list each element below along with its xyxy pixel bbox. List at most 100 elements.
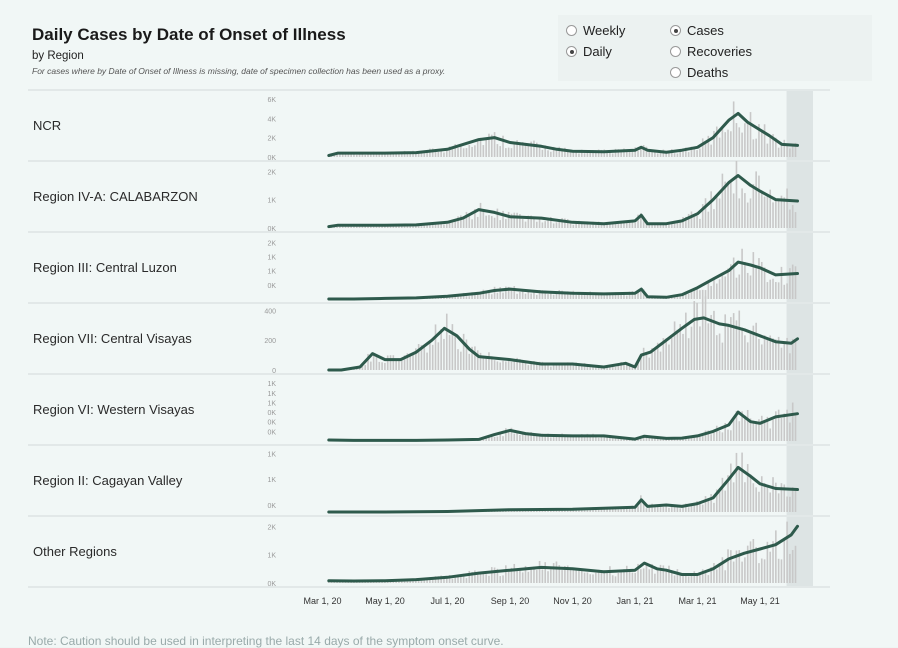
daily-bar xyxy=(693,217,695,228)
daily-bar xyxy=(570,569,572,583)
daily-bar xyxy=(620,509,622,512)
y-tick-label: 0K xyxy=(267,503,276,510)
daily-bar xyxy=(727,325,729,370)
daily-bar xyxy=(556,561,558,583)
daily-bar xyxy=(789,554,791,583)
daily-bar xyxy=(505,361,507,370)
daily-bar xyxy=(370,362,372,370)
daily-bar xyxy=(781,145,783,157)
daily-bar xyxy=(688,152,690,157)
moving-average-line xyxy=(329,412,798,440)
daily-bar xyxy=(570,295,572,299)
daily-bar xyxy=(753,139,755,157)
daily-bar xyxy=(477,350,479,370)
daily-bar xyxy=(485,216,487,228)
daily-bar xyxy=(705,296,707,370)
y-tick-label: 1K xyxy=(267,400,276,407)
daily-bar xyxy=(716,284,718,299)
daily-bar xyxy=(783,285,785,299)
daily-bar xyxy=(761,476,763,512)
daily-bar xyxy=(738,470,740,512)
daily-bar xyxy=(786,522,788,583)
daily-bar xyxy=(474,346,476,370)
daily-bar xyxy=(452,222,454,228)
y-tick-label: 1K xyxy=(267,477,276,484)
daily-bar xyxy=(691,211,693,228)
daily-bar xyxy=(609,509,611,512)
daily-bar xyxy=(530,294,532,299)
daily-bar xyxy=(454,336,456,370)
daily-bar xyxy=(491,567,493,583)
daily-bar xyxy=(758,339,760,370)
daily-bar xyxy=(651,225,653,228)
daily-bar xyxy=(648,508,650,512)
daily-bar xyxy=(483,357,485,370)
daily-bar xyxy=(786,188,788,228)
daily-bar xyxy=(376,357,378,370)
daily-bar xyxy=(423,153,425,157)
daily-bar xyxy=(716,335,718,370)
daily-bar xyxy=(440,224,442,228)
daily-bar xyxy=(589,225,591,228)
daily-bar xyxy=(708,501,710,512)
daily-bar xyxy=(660,225,662,228)
daily-bar xyxy=(699,437,701,441)
daily-bar xyxy=(556,222,558,228)
daily-bar xyxy=(657,153,659,157)
daily-bar xyxy=(513,213,515,228)
daily-bar xyxy=(646,508,648,512)
daily-bar xyxy=(663,507,665,512)
daily-bar xyxy=(516,213,518,228)
daily-bar xyxy=(612,575,614,583)
daily-bar xyxy=(665,153,667,157)
daily-bar xyxy=(525,434,527,441)
daily-bar xyxy=(755,487,757,512)
daily-bar xyxy=(550,152,552,157)
daily-bar xyxy=(781,267,783,299)
daily-bar xyxy=(769,552,771,583)
daily-bar xyxy=(674,575,676,583)
daily-bar xyxy=(750,334,752,370)
daily-bar xyxy=(589,574,591,583)
daily-bar xyxy=(589,367,591,370)
daily-bar xyxy=(651,438,653,441)
daily-bar xyxy=(522,219,524,228)
daily-bar xyxy=(618,509,620,512)
daily-bar xyxy=(786,145,788,157)
daily-bar xyxy=(395,361,397,370)
daily-bar xyxy=(736,123,738,157)
daily-bar xyxy=(384,363,386,370)
daily-bar xyxy=(516,570,518,583)
daily-bar xyxy=(494,132,496,157)
daily-bar xyxy=(485,357,487,370)
daily-bar xyxy=(584,153,586,157)
daily-bar xyxy=(764,559,766,583)
daily-bar xyxy=(519,435,521,441)
daily-bar xyxy=(761,193,763,228)
daily-bar xyxy=(660,565,662,583)
daily-bar xyxy=(789,497,791,512)
daily-bar xyxy=(423,347,425,370)
y-tick-label: 2K xyxy=(267,240,276,247)
y-tick-label: 1K xyxy=(267,553,276,560)
daily-bar xyxy=(544,221,546,228)
daily-bar xyxy=(463,148,465,157)
daily-bar xyxy=(598,510,600,512)
daily-bar xyxy=(485,138,487,157)
daily-bar xyxy=(693,301,695,370)
daily-bar xyxy=(753,539,755,583)
daily-bar xyxy=(573,225,575,228)
daily-bar xyxy=(373,354,375,370)
daily-bar xyxy=(778,493,780,512)
daily-bar xyxy=(730,550,732,583)
daily-bar xyxy=(724,132,726,157)
daily-bar xyxy=(755,267,757,299)
daily-bar xyxy=(702,290,704,299)
daily-bar xyxy=(497,209,499,228)
moving-average-line xyxy=(329,262,798,299)
daily-bar xyxy=(696,303,698,370)
daily-bar xyxy=(454,578,456,583)
daily-bar xyxy=(708,282,710,299)
daily-bar xyxy=(736,278,738,299)
daily-bar xyxy=(480,203,482,228)
